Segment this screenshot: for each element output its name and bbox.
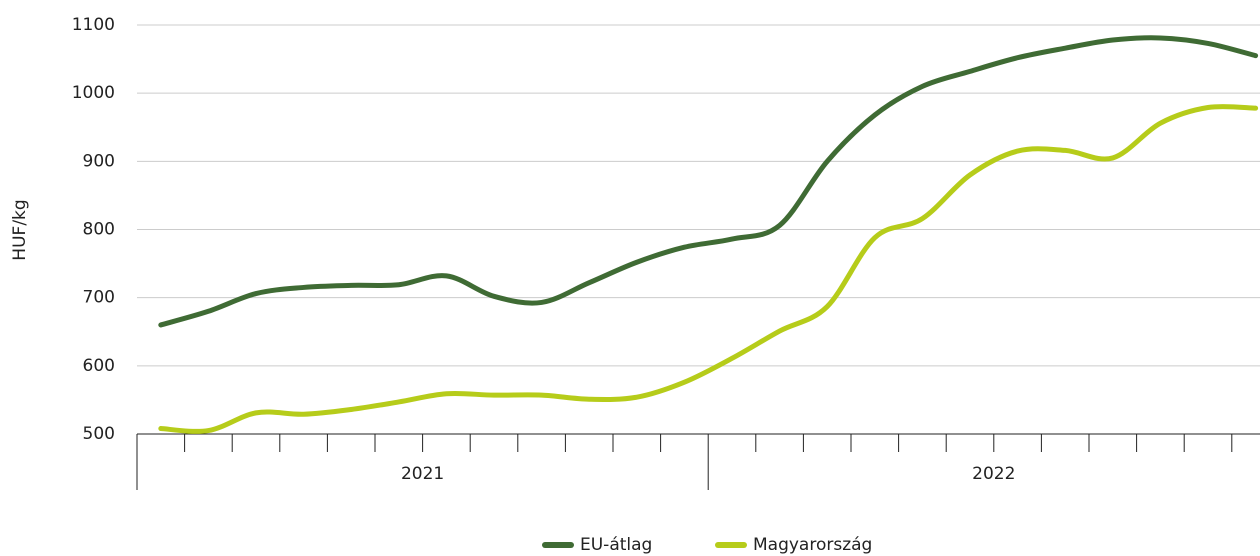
y-tick-label: 500 [83, 424, 115, 444]
y-tick-label: 1000 [72, 83, 115, 103]
y-tick-label: 600 [83, 356, 115, 376]
y-tick-label: 800 [83, 220, 115, 240]
series-line [158, 104, 1259, 434]
x-group-label: 2021 [401, 464, 444, 484]
x-group-label: 2022 [972, 464, 1015, 484]
series-line [158, 35, 1259, 328]
y-tick-label: 900 [83, 151, 115, 171]
y-tick-label: 1100 [72, 15, 115, 35]
legend-label: Magyarország [753, 535, 872, 555]
y-axis-label: HUF/kg [10, 199, 30, 260]
legend-label: EU-átlag [580, 535, 652, 555]
y-tick-label: 700 [83, 288, 115, 308]
plot-area [158, 35, 1259, 434]
